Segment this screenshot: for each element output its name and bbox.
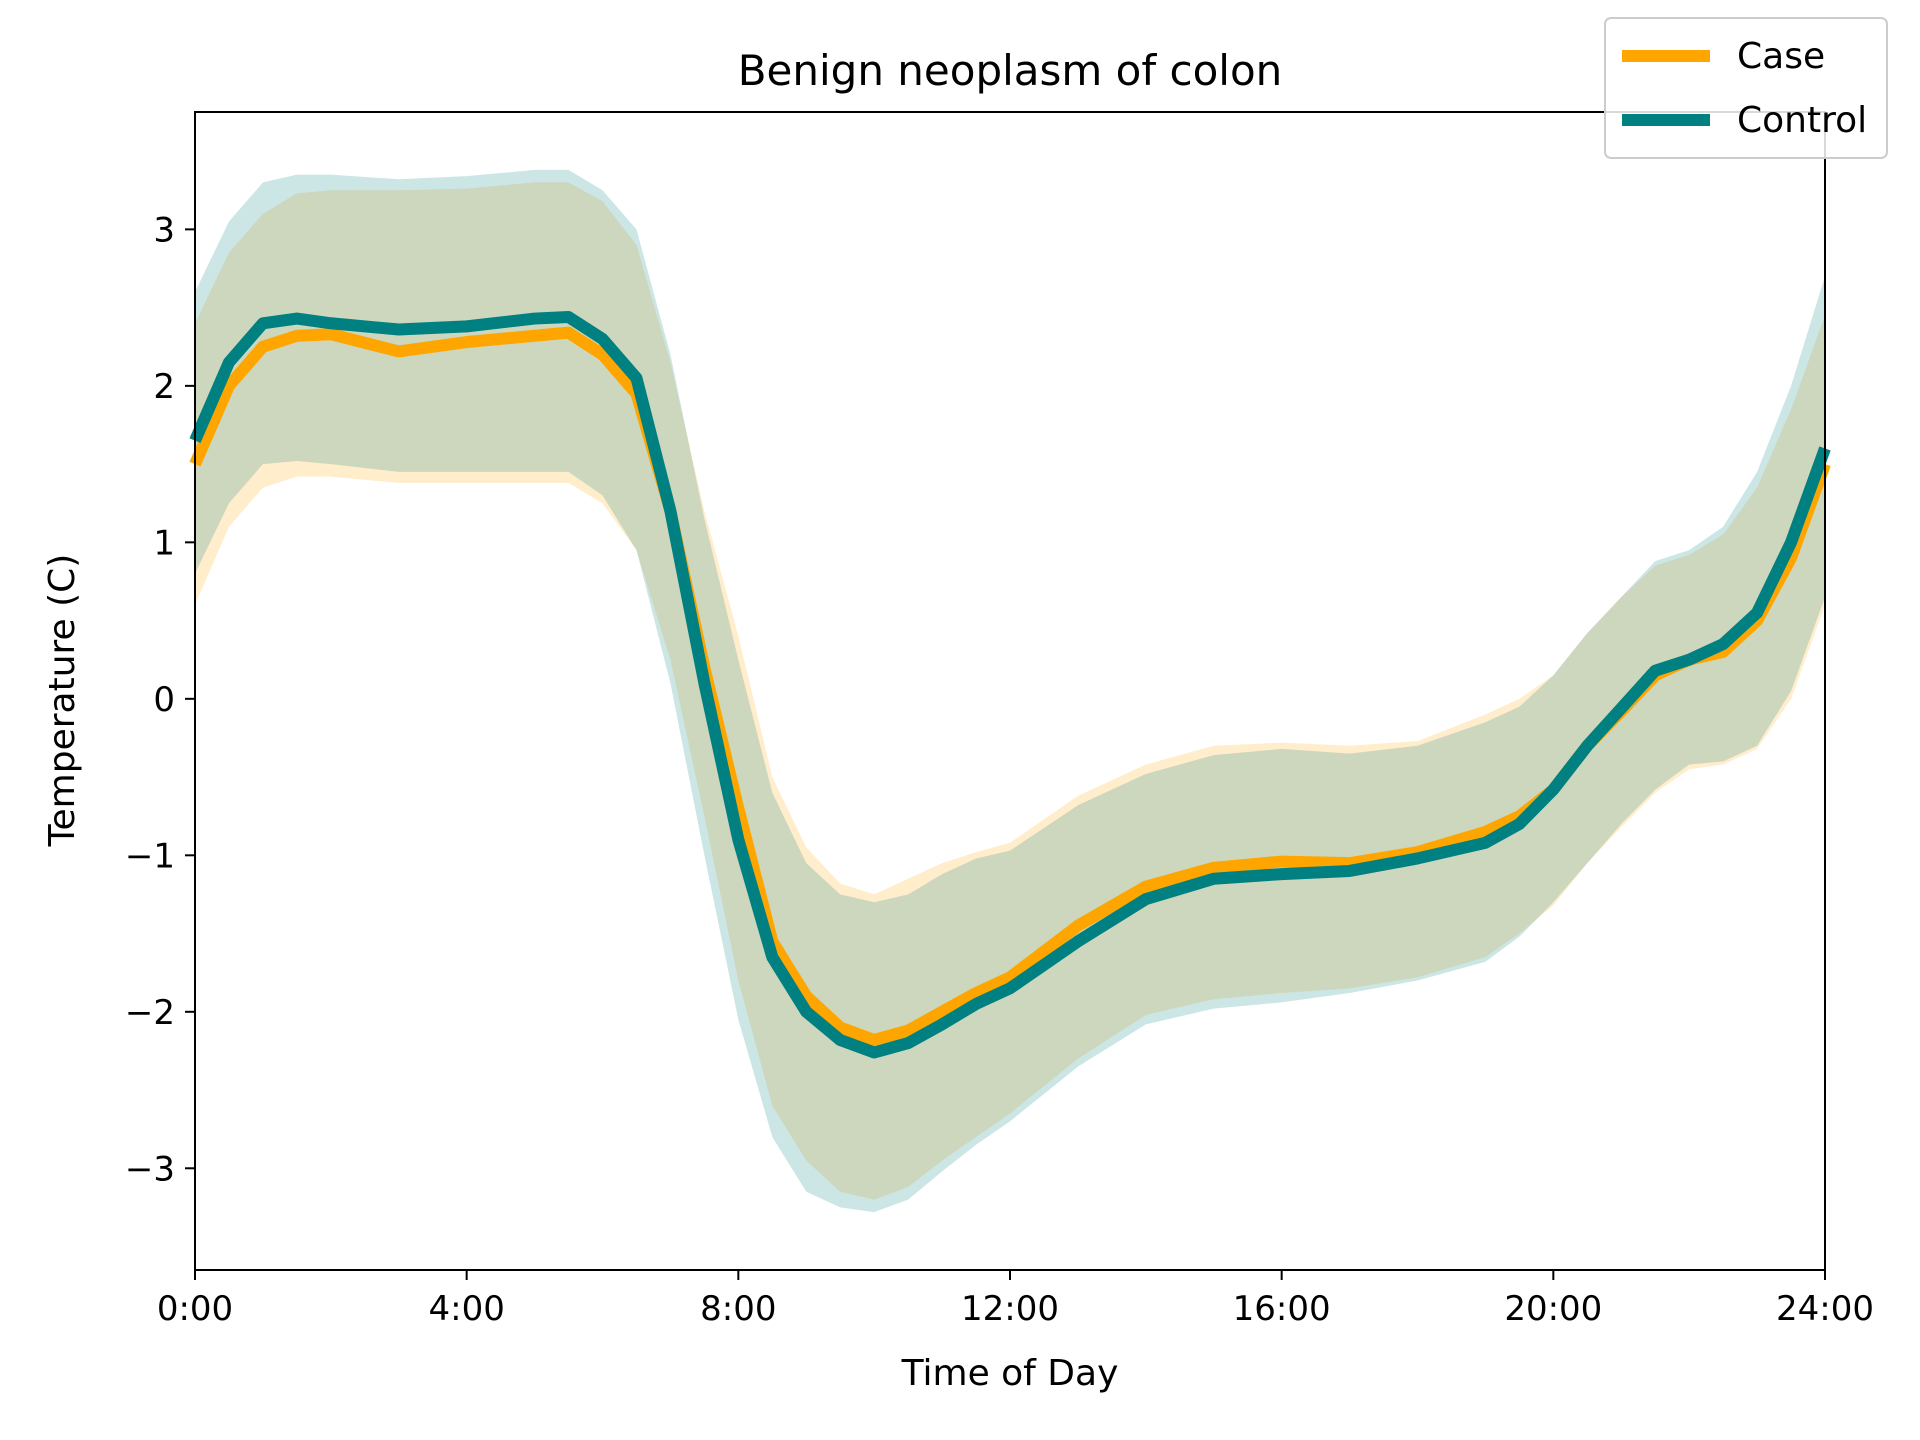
y-tick-label: −1 <box>125 836 175 876</box>
x-tick-label: 8:00 <box>700 1289 776 1329</box>
y-tick-label: −2 <box>125 993 175 1033</box>
x-tick-label: 24:00 <box>1776 1289 1874 1329</box>
y-axis-ticks: 3 2 1 0 −1 −2 −3 <box>125 210 195 1189</box>
x-tick-label: 0:00 <box>157 1289 233 1329</box>
y-tick-label: 1 <box>153 523 175 563</box>
y-tick-label: 0 <box>153 680 175 720</box>
y-tick-label: 3 <box>153 210 175 250</box>
confidence-band-case <box>195 182 1825 1200</box>
y-tick-label: 2 <box>153 367 175 407</box>
y-tick-label: −3 <box>125 1149 175 1189</box>
x-tick-label: 12:00 <box>961 1289 1059 1329</box>
x-axis-ticks: 0:00 4:00 8:00 12:00 16:00 20:00 24:00 <box>157 1270 1874 1329</box>
x-tick-label: 16:00 <box>1233 1289 1331 1329</box>
series-line-control <box>189 310 1831 1059</box>
y-axis-label: Temperature (C) <box>42 554 83 848</box>
legend: Case Control <box>1604 17 1888 159</box>
x-axis-label: Time of Day <box>901 1353 1119 1394</box>
x-tick-label: 20:00 <box>1504 1289 1602 1329</box>
legend-label-case: Case <box>1737 36 1825 77</box>
confidence-band-control <box>195 169 1825 1213</box>
x-tick-label: 4:00 <box>428 1289 504 1329</box>
series-lines <box>189 310 1831 1059</box>
confidence-bands <box>195 169 1825 1213</box>
chart-title: Benign neoplasm of colon <box>738 46 1283 95</box>
legend-label-control: Control <box>1737 100 1867 141</box>
